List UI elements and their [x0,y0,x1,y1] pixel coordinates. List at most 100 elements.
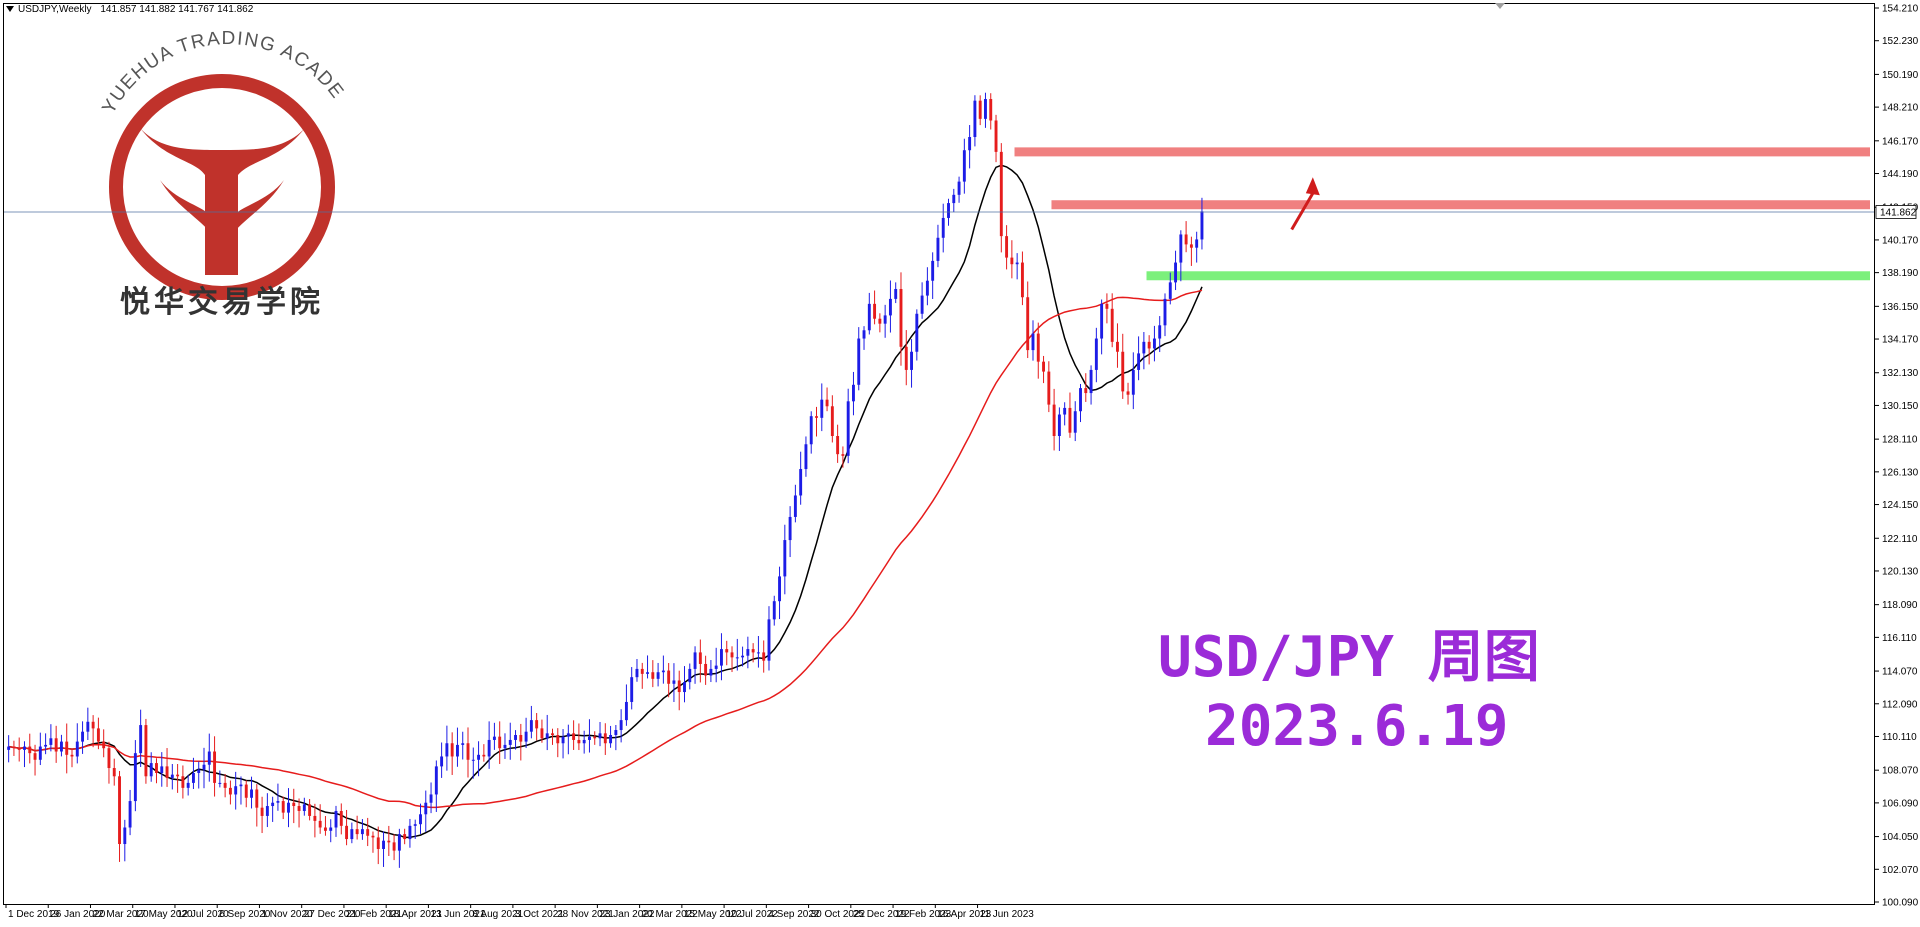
candle [477,741,481,777]
candle-body [672,680,676,684]
candle [677,670,681,711]
candle [508,722,512,760]
x-tick-label: 20 Mar 2022 [642,909,699,920]
candle [688,663,692,690]
candle [888,280,892,333]
candle [450,732,454,775]
candle [545,714,549,751]
candle-body [339,810,343,826]
candle [651,660,655,688]
candle-body [477,754,481,760]
candle-body [994,120,998,152]
candle-body [1020,262,1024,298]
candle [118,770,121,862]
candle-body [857,338,861,385]
price-axis: 154.210 152.230 150.190 148.210 146.170 144.1… [1875,4,1919,909]
candle-body [165,766,169,778]
candle-body [244,784,248,798]
candle [1105,293,1109,324]
candle [756,635,760,668]
candle [445,725,449,771]
candle [698,639,702,683]
candle-body [397,834,401,851]
candle [968,125,972,169]
candle [1110,293,1114,348]
candle [846,388,850,464]
candle-body [54,738,58,752]
candle-body [603,733,607,744]
candle-body [556,734,560,744]
candle-body [661,670,665,673]
candle-body [350,829,354,840]
candle-body [688,668,692,683]
x-tick-label: 19 Feb 2023 [895,909,952,920]
candle [957,176,961,203]
candle-body [1110,308,1114,342]
y-tick-label: 152.230 [1882,36,1919,47]
candle-body [1147,341,1151,349]
x-tick-label: 10 Jul 2022 [726,909,778,920]
candle-body [1010,257,1014,265]
candle-body [588,736,591,740]
candle [904,330,908,386]
candle-body [730,652,734,658]
y-tick-label: 140.170 [1882,235,1919,246]
candle-body [598,733,602,739]
candle-body [461,743,465,745]
candle [287,788,290,828]
y-tick-label: 110.110 [1882,732,1917,743]
x-tick-label: 27 Dec 2020 [304,909,361,920]
candle [371,831,375,853]
candle [228,780,232,805]
candle [91,715,95,748]
candle [424,790,428,832]
candle [1052,388,1056,451]
candle [260,796,264,834]
candle-body [123,827,127,845]
candle [33,744,37,776]
candle [862,326,866,350]
candle-body [360,829,364,835]
candle-body [413,824,417,826]
y-tick-label: 116.110 [1882,633,1917,644]
candle-body [292,802,296,807]
candle-body [271,802,275,807]
candle-body [7,746,11,750]
candle [598,722,602,747]
candle-body [630,677,634,702]
dropdown-triangle-icon[interactable] [6,6,14,13]
candle-body [941,217,945,238]
candle [302,797,306,816]
candle-body [33,753,37,760]
candle-body [1142,341,1146,354]
candle [202,747,206,789]
y-tick-label: 132.130 [1882,368,1919,379]
candle [223,773,227,798]
candle-body [70,754,74,757]
candle-body [118,776,121,845]
candle-body [419,814,422,825]
candle [318,804,322,834]
candle [1063,402,1067,426]
candle-body [133,753,137,802]
candle-body [566,733,570,737]
candle-body [387,840,391,843]
candle [788,506,792,558]
candle-body [1163,298,1167,326]
candle [1010,240,1014,279]
candle-body [1094,338,1098,370]
candle-body [899,288,903,347]
candle [382,831,385,867]
candle [899,272,903,366]
candle-body [482,754,486,757]
y-tick-label: 134.170 [1882,335,1919,346]
candle-body [96,728,100,742]
y-tick-label: 136.150 [1882,302,1919,313]
candle [841,446,845,468]
candle [973,95,977,147]
candle [107,741,111,784]
candle-body [693,652,697,669]
candle-body [894,288,898,299]
x-tick-label: 26 Jan 2020 [50,909,105,920]
